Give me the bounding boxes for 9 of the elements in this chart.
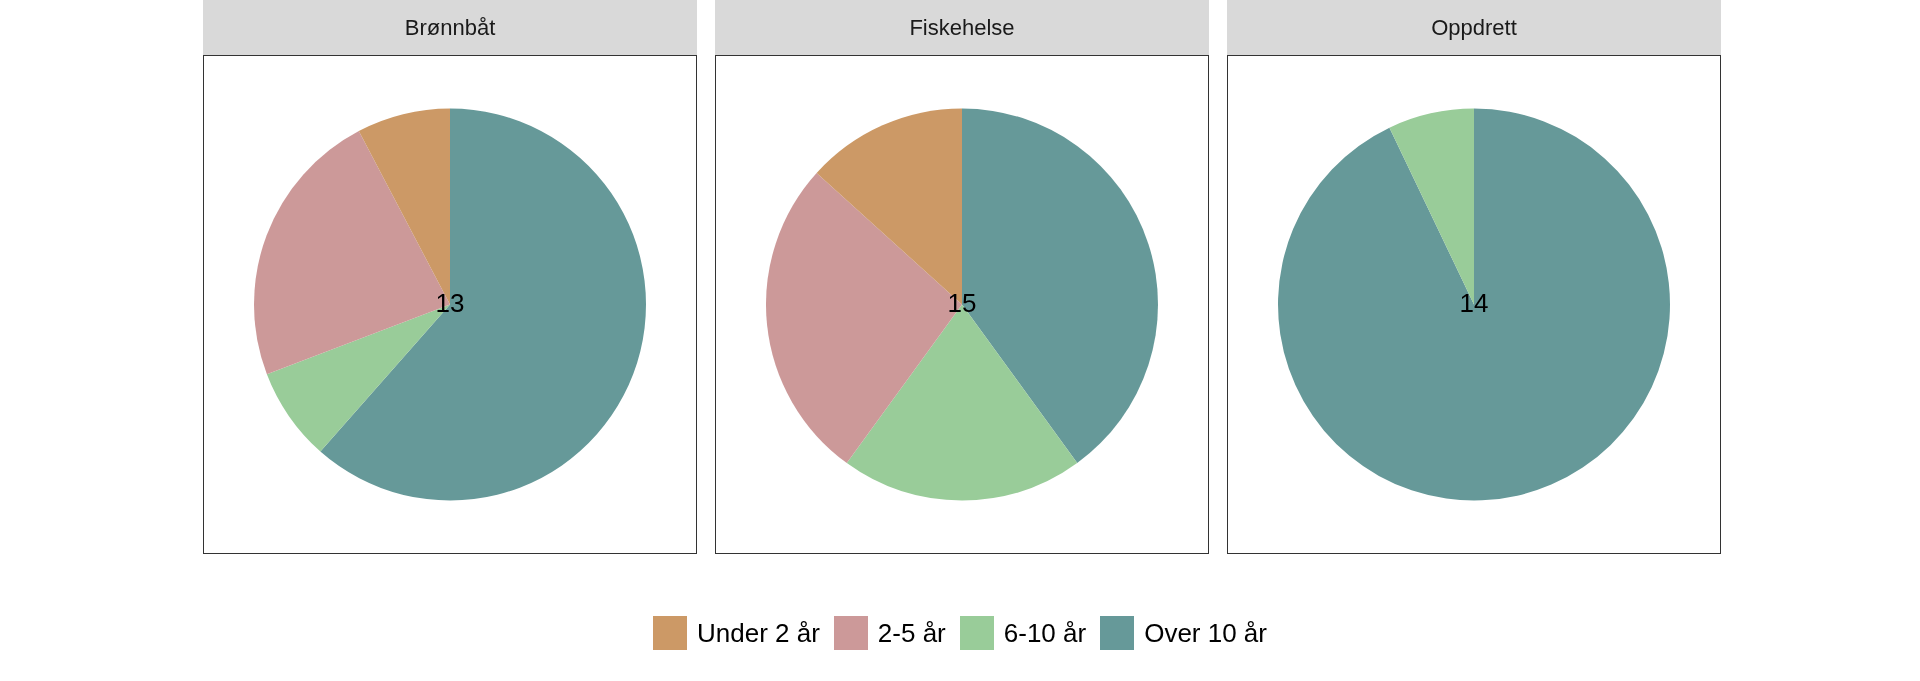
slice-label: Fiskehelse bbox=[715, 0, 1209, 55]
slice-label: Oppdrett bbox=[1227, 0, 1721, 55]
legend-label: 6-10 år bbox=[1003, 617, 1087, 649]
slice-label: Brønnbåt bbox=[203, 0, 697, 55]
text: 15 bbox=[947, 287, 977, 318]
legend-label: 2-5 år bbox=[877, 617, 946, 649]
text: 14 bbox=[1459, 287, 1489, 318]
legend-label: Over 10 år bbox=[1144, 617, 1267, 649]
legend-label: Under 2 år bbox=[697, 617, 820, 649]
